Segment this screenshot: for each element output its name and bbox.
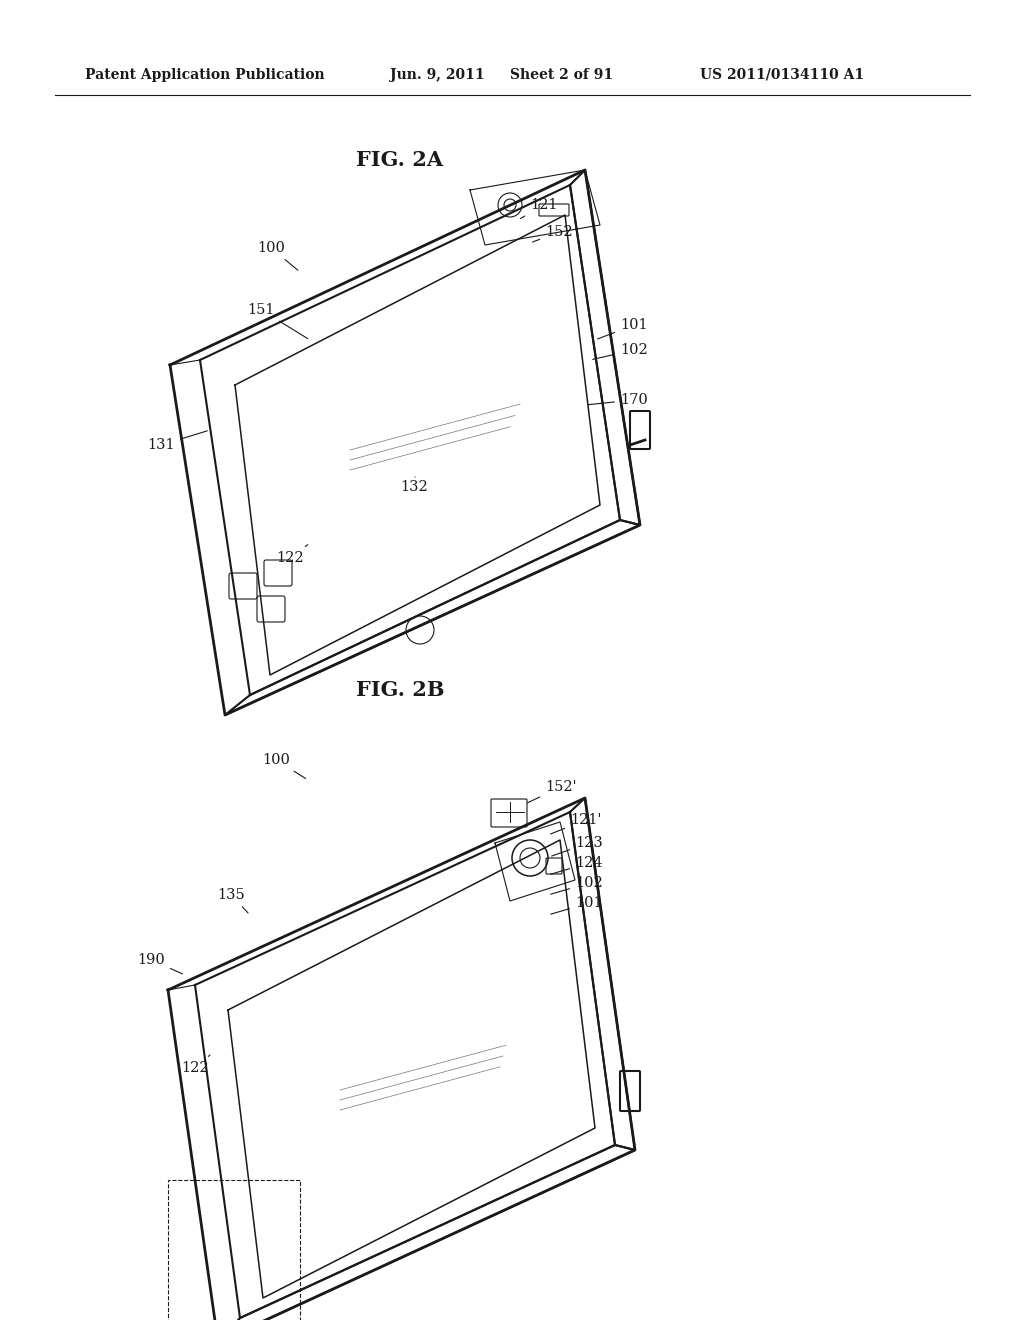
Text: 122: 122 (181, 1055, 210, 1074)
Text: Jun. 9, 2011: Jun. 9, 2011 (390, 69, 484, 82)
Text: 132: 132 (400, 477, 428, 494)
Text: 135: 135 (217, 888, 248, 913)
Text: 102: 102 (551, 876, 603, 894)
Text: Sheet 2 of 91: Sheet 2 of 91 (510, 69, 613, 82)
Text: 122: 122 (276, 545, 308, 565)
Text: 170: 170 (588, 393, 648, 407)
Text: Patent Application Publication: Patent Application Publication (85, 69, 325, 82)
Text: US 2011/0134110 A1: US 2011/0134110 A1 (700, 69, 864, 82)
Text: 101: 101 (551, 896, 603, 915)
Text: 123: 123 (552, 836, 603, 857)
Text: 101: 101 (598, 318, 647, 339)
Text: 121: 121 (520, 198, 557, 219)
Text: FIG. 2A: FIG. 2A (356, 150, 443, 170)
Text: 100: 100 (257, 242, 298, 271)
Text: 100: 100 (262, 752, 305, 779)
Text: 190: 190 (137, 953, 182, 974)
Bar (168, 1180, 300, 1320)
Text: 151: 151 (248, 304, 307, 338)
Text: 124: 124 (551, 855, 603, 874)
Text: 152': 152' (527, 780, 577, 803)
Text: FIG. 2B: FIG. 2B (355, 680, 444, 700)
Text: 152: 152 (532, 224, 572, 242)
Text: 131: 131 (147, 430, 207, 451)
Text: 121': 121' (551, 813, 601, 834)
Text: 102: 102 (593, 343, 648, 359)
